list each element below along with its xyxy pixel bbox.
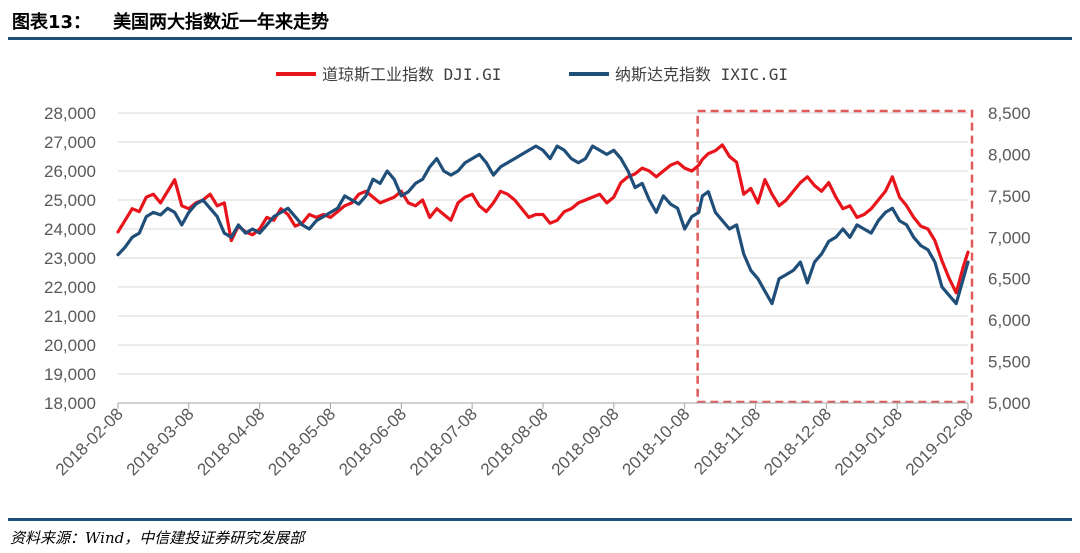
y-right-tick-label: 6,500	[988, 270, 1031, 289]
x-tick-label: 2018-02-08	[52, 404, 127, 479]
y-left-tick-label: 20,000	[44, 336, 96, 355]
x-tick-label: 2018-06-08	[335, 404, 410, 479]
bottom-rule	[8, 518, 1072, 521]
y-left-tick-label: 22,000	[44, 278, 96, 297]
y-left-tick-label: 19,000	[44, 365, 96, 384]
y-right-tick-label: 5,500	[988, 353, 1031, 372]
y-left-tick-label: 24,000	[44, 220, 96, 239]
legend-label-2: 纳斯达克指数 IXIC.GI	[615, 65, 788, 84]
y-left-tick-label: 23,000	[44, 249, 96, 268]
legend-label-1: 道琼斯工业指数 DJI.GI	[322, 65, 501, 84]
y-left-tick-label: 21,000	[44, 307, 96, 326]
x-tick-label: 2019-01-08	[831, 404, 906, 479]
legend: 道琼斯工业指数 DJI.GI 纳斯达克指数 IXIC.GI	[276, 65, 788, 84]
y-right-tick-label: 8,000	[988, 145, 1031, 164]
y-right-tick-label: 7,000	[988, 228, 1031, 247]
x-tick-label: 2018-08-08	[477, 404, 552, 479]
y-left-tick-label: 25,000	[44, 191, 96, 210]
x-tick-label: 2018-04-08	[194, 404, 269, 479]
line-chart: 18,000 19,000 20,000 21,000 22,000 23,000 24,0…	[0, 0, 1080, 518]
source-note: 资料来源：Wind，中信建投证券研究发展部	[10, 527, 304, 548]
y-right-tick-label: 5,000	[988, 394, 1031, 413]
x-tick-label: 2018-12-08	[760, 404, 835, 479]
x-tick-label: 2018-07-08	[406, 404, 481, 479]
x-tick-label: 2018-11-08	[690, 404, 764, 478]
x-tick-label: 2018-03-08	[123, 404, 198, 479]
y-left-tick-label: 27,000	[44, 133, 96, 152]
series-line-1	[118, 145, 968, 293]
y-left-tick-label: 26,000	[44, 162, 96, 181]
y-left-tick-label: 18,000	[44, 394, 96, 413]
x-tick-label: 2018-09-08	[548, 404, 623, 479]
y-right-tick-label: 7,500	[988, 187, 1031, 206]
y-right-tick-label: 6,000	[988, 311, 1031, 330]
series-lines	[118, 145, 968, 304]
series-line-2	[118, 146, 968, 304]
x-tick-label: 2018-10-08	[619, 404, 694, 479]
x-tick-label: 2019-02-08	[902, 404, 977, 479]
axes: 18,000 19,000 20,000 21,000 22,000 23,000 24,0…	[44, 104, 1031, 479]
y-right-tick-label: 8,500	[988, 104, 1031, 123]
y-left-tick-label: 28,000	[44, 104, 96, 123]
x-tick-label: 2018-05-08	[264, 404, 339, 479]
